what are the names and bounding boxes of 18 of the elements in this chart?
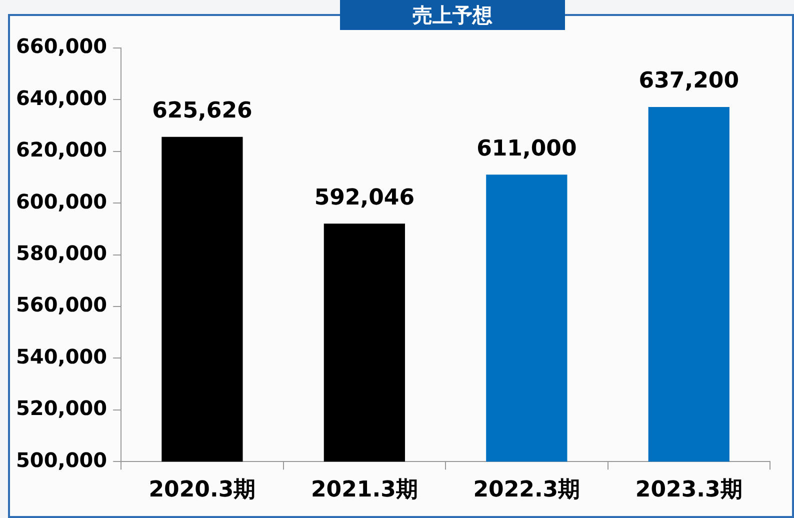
x-tick-label: 2020.3期 — [148, 478, 256, 503]
data-label: 611,000 — [476, 136, 577, 162]
y-tick-label: 560,000 — [16, 292, 108, 317]
y-tick-label: 500,000 — [16, 448, 108, 472]
x-tick-label: 2023.3期 — [635, 478, 742, 503]
y-tick-label: 660,000 — [16, 34, 108, 58]
y-tick-label: 620,000 — [16, 138, 108, 162]
x-tick-label: 2022.3期 — [473, 478, 580, 503]
x-tick-label: 2021.3期 — [310, 478, 418, 503]
data-label: 592,046 — [314, 185, 415, 210]
data-label: 625,626 — [152, 98, 252, 124]
y-tick-label: 600,000 — [16, 189, 108, 214]
y-tick-label: 640,000 — [16, 86, 108, 110]
data-label: 637,200 — [638, 68, 739, 94]
chart-title: 売上予想 — [340, 0, 565, 30]
y-tick-label: 520,000 — [16, 396, 108, 420]
y-tick-label: 580,000 — [16, 241, 108, 266]
y-tick-label: 540,000 — [16, 344, 108, 368]
